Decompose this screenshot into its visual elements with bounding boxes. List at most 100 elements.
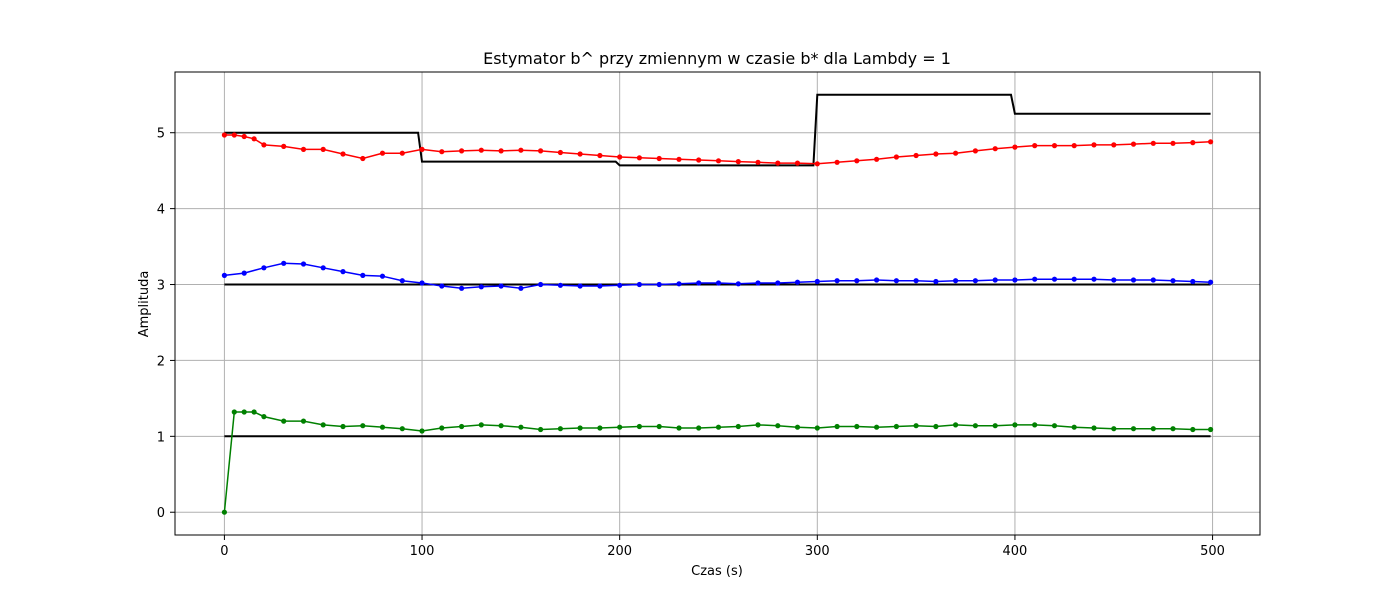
estimate-point-2 <box>498 283 504 289</box>
estimate-point-3 <box>972 423 979 429</box>
estimate-point-2 <box>636 281 643 288</box>
estimate-point-1 <box>1130 141 1137 147</box>
estimate-point-2 <box>834 278 840 284</box>
estimate-point-1 <box>953 150 959 156</box>
estimate-point-2 <box>340 269 346 275</box>
estimate-point-3 <box>775 423 781 429</box>
estimate-point-3 <box>676 425 682 431</box>
estimate-point-3 <box>231 409 237 415</box>
estimate-point-1 <box>518 147 524 153</box>
estimate-point-2 <box>953 278 959 284</box>
estimate-point-1 <box>735 159 741 165</box>
estimate-point-3 <box>1091 425 1097 431</box>
x-tick-label: 500 <box>1200 544 1225 559</box>
estimate-point-2 <box>933 278 939 285</box>
estimate-point-1 <box>1012 144 1018 150</box>
estimate-point-2 <box>360 272 366 278</box>
x-tick-label: 200 <box>607 544 632 559</box>
estimate-point-3 <box>251 409 257 415</box>
estimate-point-3 <box>794 424 801 430</box>
estimate-point-1 <box>1170 140 1176 146</box>
y-tick-label: 2 <box>157 354 165 369</box>
estimate-point-3 <box>874 424 880 430</box>
estimate-point-2 <box>1091 276 1097 282</box>
estimate-point-2 <box>913 278 919 284</box>
estimate-point-3 <box>755 422 761 428</box>
estimate-point-2 <box>617 282 623 288</box>
estimate-point-1 <box>300 146 307 152</box>
data-points <box>221 132 1214 515</box>
estimate-point-2 <box>1012 277 1018 283</box>
estimate-point-2 <box>459 285 465 291</box>
estimate-point-2 <box>696 280 702 286</box>
estimate-point-1 <box>893 154 900 160</box>
estimate-point-3 <box>340 423 346 430</box>
estimate-point-2 <box>1111 277 1117 283</box>
estimate-point-2 <box>320 265 326 271</box>
estimate-point-1 <box>281 143 287 149</box>
estimate-point-1 <box>933 151 939 157</box>
y-tick-label: 3 <box>157 279 165 294</box>
y-axis-label: Amplituda <box>137 271 152 338</box>
estimate-point-1 <box>794 160 801 166</box>
estimate-point-3 <box>557 426 564 432</box>
estimate-point-1 <box>340 151 346 157</box>
estimate-point-1 <box>439 149 445 155</box>
y-tick-label: 4 <box>157 203 165 218</box>
estimate-point-3 <box>893 423 900 430</box>
estimate-point-1 <box>478 147 484 153</box>
estimate-point-1 <box>1091 142 1097 148</box>
y-axis: 0 1 2 3 4 5 <box>157 127 175 521</box>
estimate-point-2 <box>735 281 741 287</box>
estimate-point-1 <box>636 155 643 161</box>
estimate-point-3 <box>834 423 840 430</box>
estimate-point-3 <box>360 423 366 429</box>
estimate-point-1 <box>972 148 979 154</box>
estimate-point-3 <box>715 424 722 430</box>
estimate-point-3 <box>1150 426 1156 432</box>
estimate-point-2 <box>972 278 979 284</box>
estimate-point-3 <box>656 423 662 430</box>
estimate-point-1 <box>538 148 544 154</box>
estimate-point-3 <box>459 423 465 430</box>
estimate-point-1 <box>1150 140 1156 146</box>
estimate-point-3 <box>814 425 820 431</box>
estimate-point-3 <box>577 425 583 431</box>
estimate-point-1 <box>814 161 820 167</box>
estimate-point-3 <box>379 424 386 430</box>
estimate-point-3 <box>498 423 504 429</box>
estimate-point-2 <box>794 279 801 285</box>
estimate-point-1 <box>1190 140 1196 146</box>
estimate-point-2 <box>814 278 820 285</box>
estimate-point-1 <box>696 157 702 163</box>
estimate-point-2 <box>1170 278 1176 284</box>
estimate-point-2 <box>577 283 583 289</box>
estimate-point-3 <box>913 423 919 429</box>
estimate-point-2 <box>1071 276 1077 282</box>
estimate-point-2 <box>281 260 287 266</box>
estimate-point-2 <box>538 281 544 288</box>
estimate-point-3 <box>1032 422 1038 428</box>
x-tick-label: 0 <box>220 544 228 559</box>
estimate-point-3 <box>281 418 287 424</box>
estimate-point-3 <box>953 422 959 428</box>
estimate-point-2 <box>1208 279 1214 285</box>
estimate-point-1 <box>1051 143 1058 149</box>
estimate-point-1 <box>557 149 564 156</box>
estimate-point-3 <box>1071 424 1077 430</box>
estimate-point-3 <box>221 509 227 515</box>
y-tick-label: 0 <box>157 506 165 521</box>
estimate-point-2 <box>439 283 445 289</box>
estimate-point-1 <box>1032 143 1038 149</box>
plot-frame <box>174 71 1261 536</box>
x-tick-label: 100 <box>410 544 435 559</box>
estimate-point-2 <box>221 272 227 278</box>
estimate-point-3 <box>300 418 307 424</box>
estimate-point-3 <box>1170 426 1176 432</box>
estimate-point-3 <box>933 423 939 430</box>
estimate-point-2 <box>241 270 247 276</box>
estimate-point-1 <box>360 155 366 162</box>
estimate-point-1 <box>597 152 603 159</box>
estimate-point-3 <box>854 423 860 430</box>
